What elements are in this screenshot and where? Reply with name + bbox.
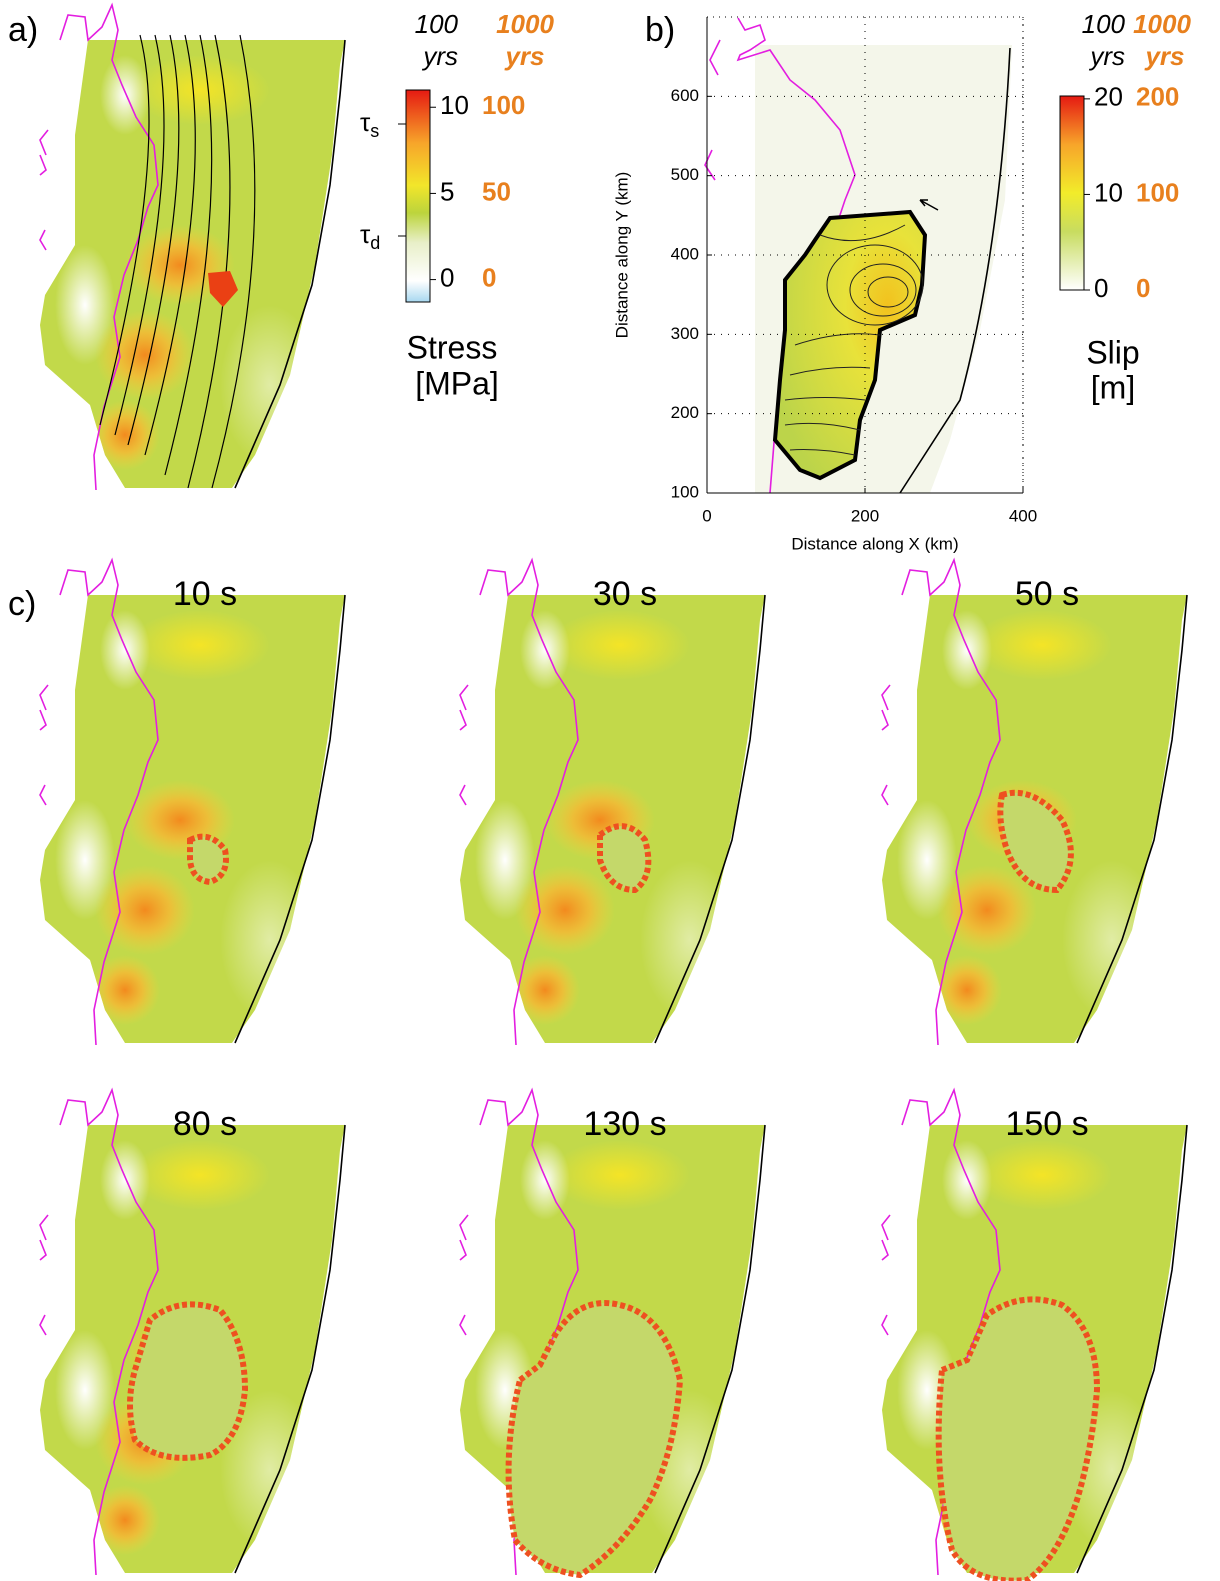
header: yrs [503,41,544,71]
y-tick-label: 500 [671,165,699,184]
header: 100 [1082,9,1126,39]
colorbar-unit: [m] [1091,369,1135,405]
colorbar-unit: [MPa] [415,365,499,401]
snapshot-title: 10 s [173,575,237,613]
colorbar-tick-label: 10 [440,90,469,120]
snapshot: 50 s [882,560,1192,1045]
colorbar-tick-label-1000: 100 [482,90,525,120]
snapshot: 30 s [460,560,770,1045]
colorbar-tick-label-1000: 100 [1136,177,1179,207]
colorbar-title: Slip [1086,334,1139,370]
colorbar-tick-label-1000: 200 [1136,82,1179,112]
colorbar-tick-label-1000: 50 [482,176,511,206]
snapshot-title: 150 s [1005,1105,1088,1143]
slip-map [705,18,1012,493]
snapshot-title: 50 s [1015,575,1079,613]
colorbar-tick-label: 0 [1094,273,1108,303]
header: yrs [421,41,458,71]
panel-label: b) [645,11,675,49]
colorbar-tick-label: 10 [1094,177,1123,207]
colorbar-tick-label-1000: 0 [482,262,496,292]
colorbar-tick-label: 5 [440,176,454,206]
snapshot-map [460,560,770,1045]
snapshot: 130 s [460,1090,770,1575]
snapshot-title: 30 s [593,575,657,613]
snapshot-map [40,560,350,1045]
header: 100 [415,9,459,39]
panel-label: a) [8,11,38,49]
snapshot: 80 s [40,1090,350,1575]
colorbar-tick-label: 20 [1094,82,1123,112]
colorbar [1060,96,1084,290]
y-tick-label: 400 [671,244,699,263]
figure: a) 100 yrs 1000 yrs τs τd Stress [MPa] 0… [0,0,1220,1581]
colorbar-title: Stress [407,329,498,365]
header: yrs [1143,41,1184,71]
y-tick-label: 300 [671,324,699,343]
x-tick-label: 400 [1009,506,1037,525]
snapshots: 10 s 30 s 50 s 80 s 130 s 150 s [40,560,1192,1581]
header: yrs [1088,41,1125,71]
symbol: τd [360,219,380,253]
snapshot-title: 80 s [173,1105,237,1143]
x-axis-label: Distance along X (km) [791,534,958,553]
y-axis-label: Distance along Y (km) [612,172,631,339]
header: 1000 [496,9,554,39]
colorbar-tick-label-1000: 0 [1136,273,1150,303]
header: 1000 [1133,9,1191,39]
x-tick-label: 0 [702,506,711,525]
snapshot: 150 s [882,1090,1192,1581]
colorbar-tick-label: 0 [440,262,454,292]
x-tick-label: 200 [851,506,879,525]
stress-map [40,5,350,490]
colorbar [406,90,430,302]
symbol: τs [360,107,379,141]
y-tick-label: 100 [671,482,699,501]
snapshot: 10 s [40,560,350,1045]
y-tick-label: 600 [671,86,699,105]
panel-label: c) [8,585,36,623]
y-tick-label: 200 [671,403,699,422]
snapshot-title: 130 s [583,1105,666,1143]
